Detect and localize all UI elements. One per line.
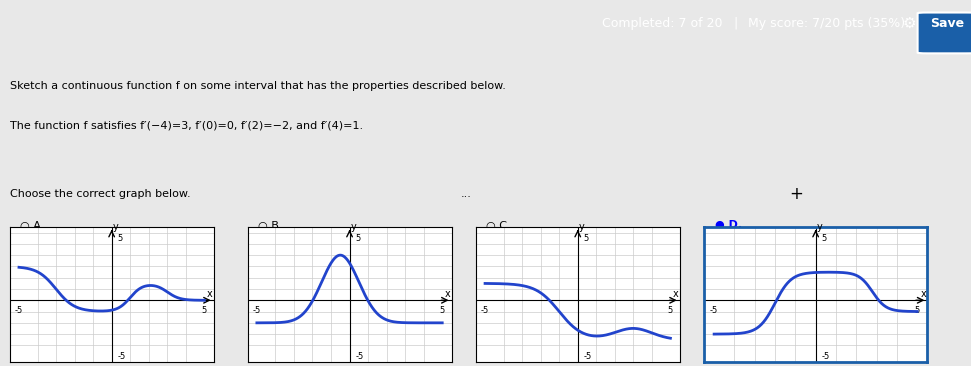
Text: ○ C.: ○ C. <box>486 220 511 230</box>
Text: y: y <box>113 222 118 232</box>
Text: +: + <box>789 185 803 203</box>
FancyBboxPatch shape <box>918 12 971 53</box>
Text: x: x <box>445 289 451 299</box>
Text: ...: ... <box>460 189 472 199</box>
Text: |: | <box>733 16 737 30</box>
Text: -5: -5 <box>821 352 830 361</box>
Text: ○ A.: ○ A. <box>20 220 44 230</box>
Text: ⚙: ⚙ <box>903 16 917 30</box>
Text: Sketch a continuous function f on some interval that has the properties describe: Sketch a continuous function f on some i… <box>10 81 506 91</box>
Text: 5: 5 <box>821 234 827 243</box>
Text: The function f satisfies f′(−4)=3, f′(0)=0, f′(2)=−2, and f′(4)=1.: The function f satisfies f′(−4)=3, f′(0)… <box>10 120 363 130</box>
Text: 5: 5 <box>584 234 588 243</box>
Text: Completed: 7 of 20: Completed: 7 of 20 <box>602 16 722 30</box>
Text: 5: 5 <box>440 306 445 315</box>
Text: ○ B.: ○ B. <box>258 220 283 230</box>
Text: -5: -5 <box>252 306 261 315</box>
Text: 5: 5 <box>202 306 207 315</box>
Text: x: x <box>921 289 926 299</box>
Text: -5: -5 <box>710 306 719 315</box>
Text: x: x <box>673 289 679 299</box>
Text: My score: 7/20 pts (35%): My score: 7/20 pts (35%) <box>748 16 905 30</box>
Text: y: y <box>579 222 585 232</box>
Text: -5: -5 <box>584 352 591 361</box>
Text: -5: -5 <box>355 352 363 361</box>
Text: y: y <box>351 222 356 232</box>
Text: Save: Save <box>929 16 964 30</box>
Text: 5: 5 <box>355 234 360 243</box>
Text: Choose the correct graph below.: Choose the correct graph below. <box>10 189 190 199</box>
Text: 5: 5 <box>117 234 122 243</box>
Text: -5: -5 <box>117 352 125 361</box>
Text: 5: 5 <box>915 306 920 315</box>
Text: y: y <box>817 222 822 232</box>
Text: x: x <box>207 289 213 299</box>
Text: -5: -5 <box>481 306 489 315</box>
Text: ● D.: ● D. <box>715 220 742 230</box>
Text: 5: 5 <box>668 306 673 315</box>
Text: -5: -5 <box>15 306 23 315</box>
